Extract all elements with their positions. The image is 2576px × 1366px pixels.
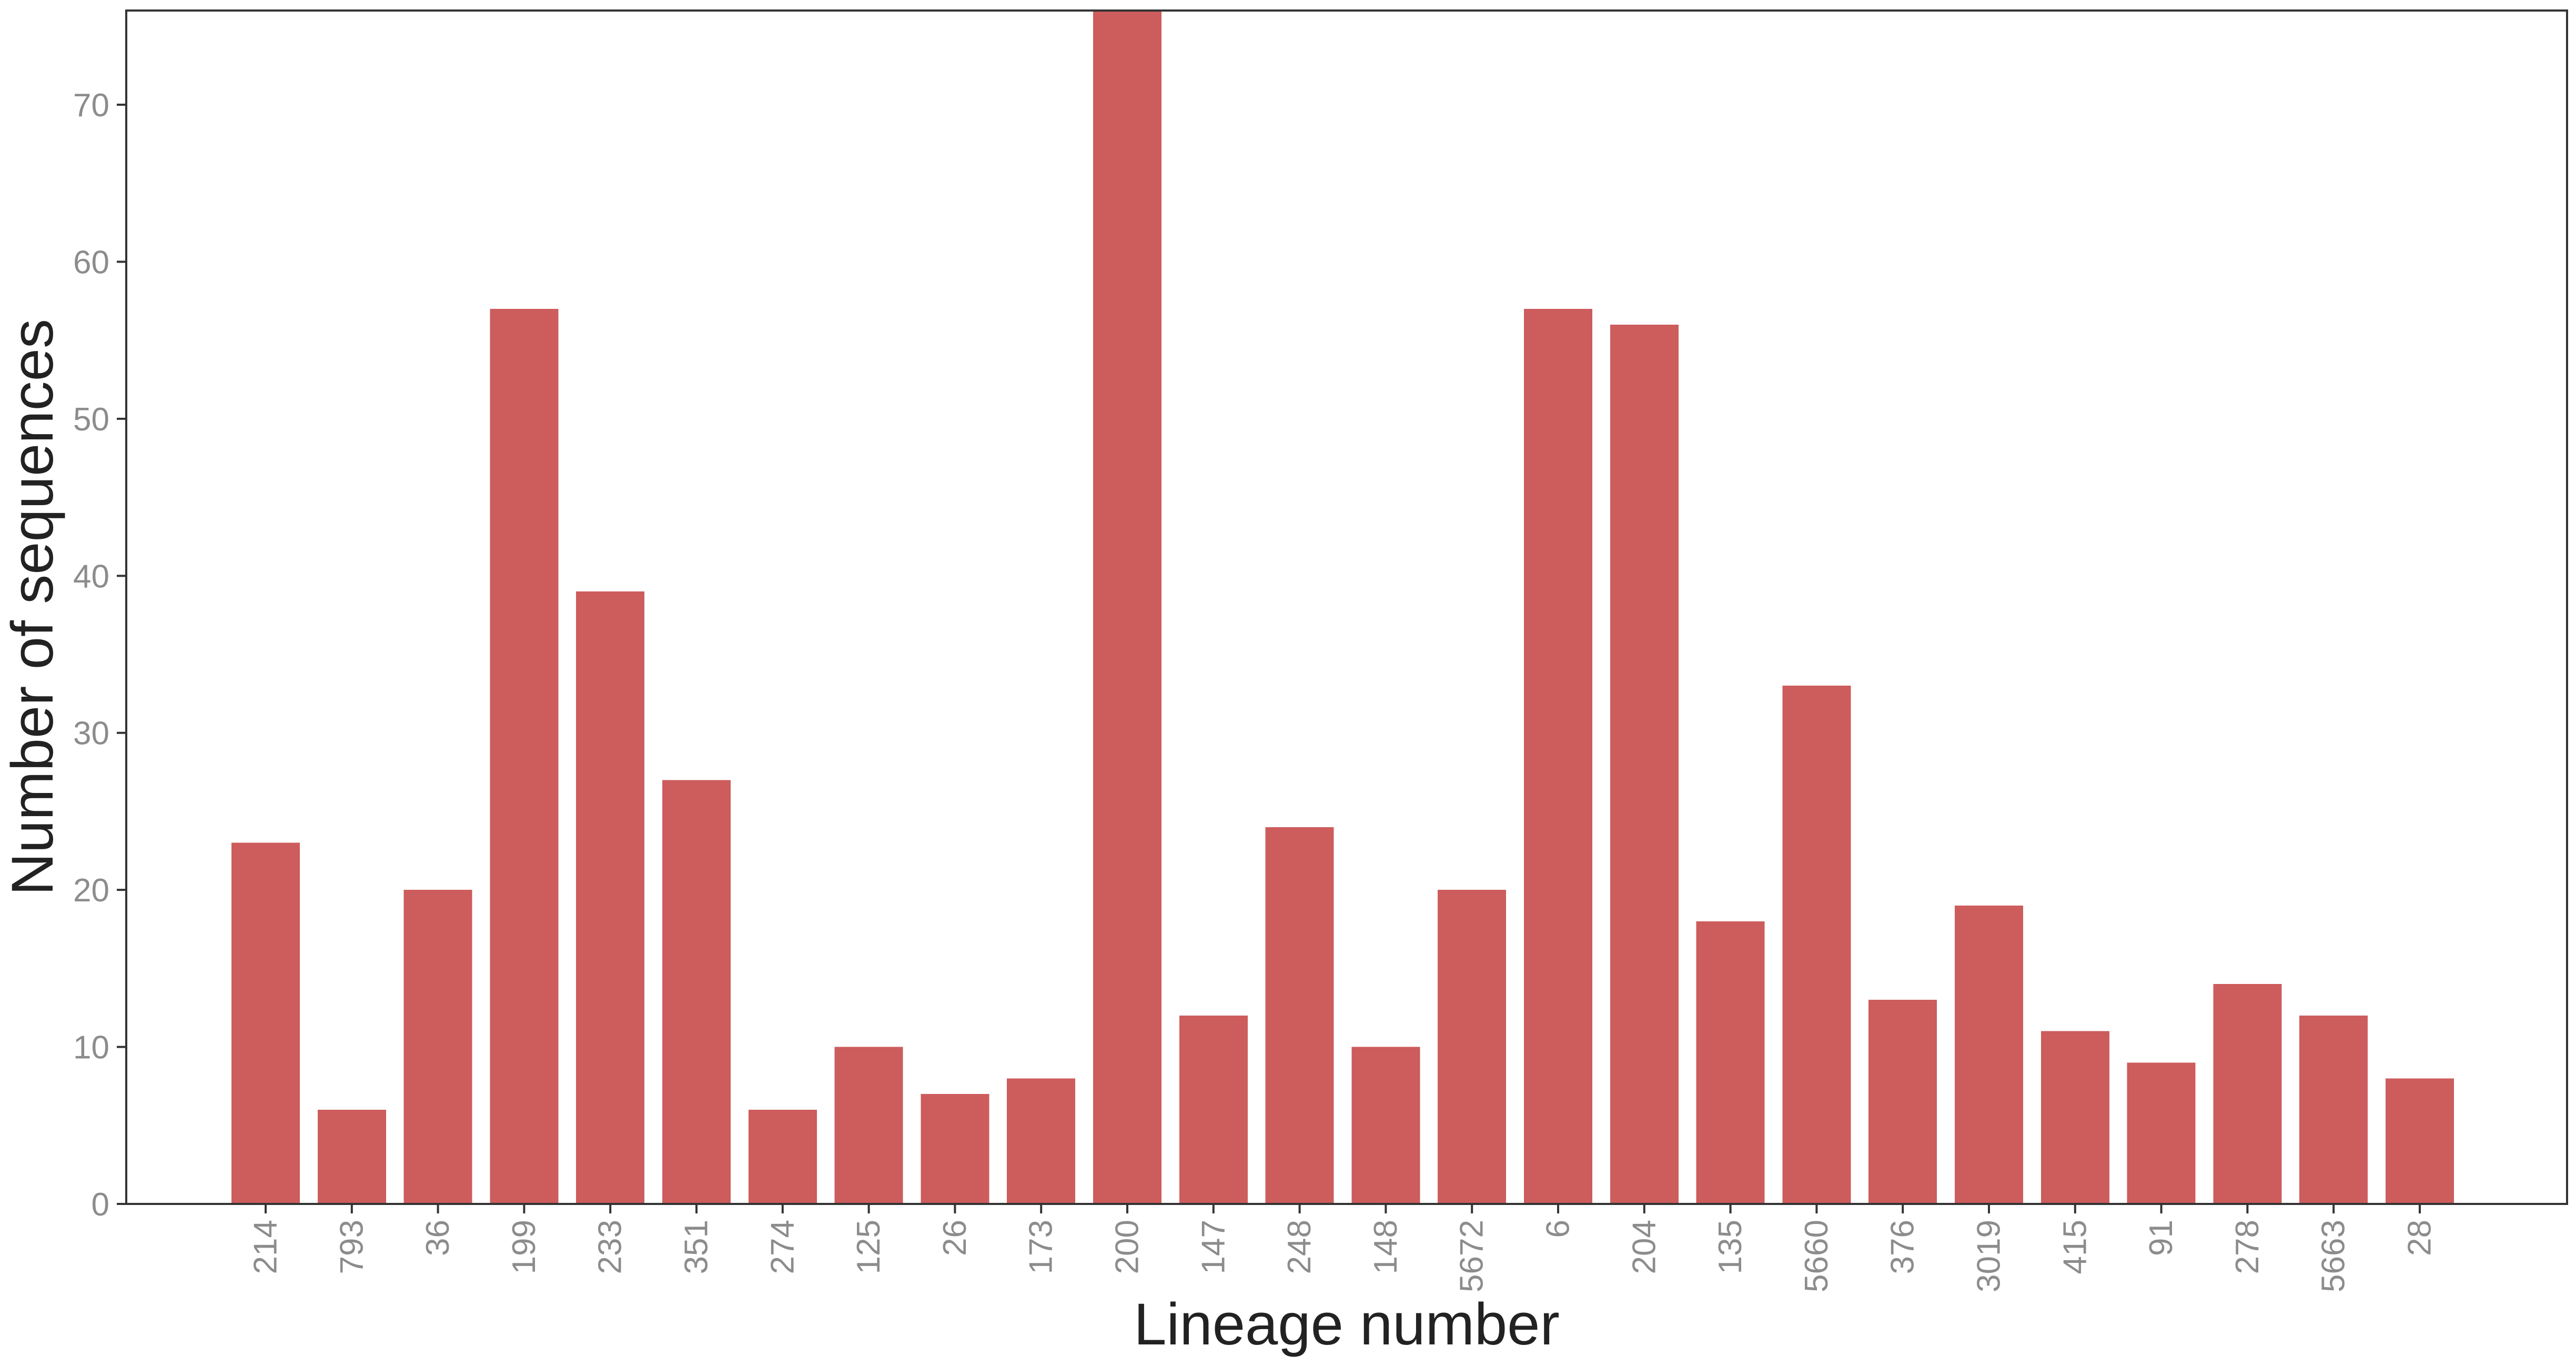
- x-tick-label: 199: [506, 1220, 542, 1274]
- y-tick-label: 30: [73, 716, 109, 752]
- x-tick-label: 6: [1540, 1220, 1577, 1238]
- y-tick-label: 10: [73, 1030, 109, 1066]
- x-tick-label: 415: [2057, 1220, 2093, 1274]
- bar-36: [403, 890, 472, 1204]
- y-tick-label: 0: [92, 1187, 109, 1223]
- y-tick-label: 50: [73, 401, 109, 438]
- bar-376: [1868, 1000, 1937, 1204]
- bar-214: [231, 842, 300, 1204]
- x-tick-label: 274: [764, 1220, 801, 1274]
- x-tick-label: 28: [2402, 1220, 2438, 1256]
- bar-351: [662, 780, 731, 1204]
- x-tick-label: 147: [1195, 1220, 1231, 1274]
- bar-6: [1524, 309, 1592, 1204]
- x-tick-label: 278: [2229, 1220, 2266, 1274]
- bar-28: [2386, 1078, 2454, 1204]
- x-tick-label: 351: [679, 1220, 715, 1274]
- bar-278: [2213, 984, 2282, 1204]
- bar-3019: [1955, 906, 2023, 1204]
- bar-5660: [1782, 686, 1851, 1204]
- bar-135: [1696, 921, 1765, 1204]
- x-tick-label: 173: [1023, 1220, 1059, 1274]
- bar-204: [1610, 324, 1679, 1204]
- x-tick-label: 148: [1368, 1220, 1404, 1274]
- y-tick-label: 40: [73, 558, 109, 595]
- bar-5663: [2299, 1015, 2368, 1204]
- bar-91: [2127, 1062, 2196, 1204]
- x-tick-label: 200: [1109, 1220, 1146, 1274]
- bar-793: [317, 1109, 386, 1204]
- bar-173: [1007, 1078, 1076, 1204]
- x-tick-label: 3019: [1971, 1220, 2007, 1292]
- bar-148: [1351, 1047, 1420, 1204]
- bar-26: [921, 1094, 989, 1204]
- x-tick-label: 204: [1626, 1220, 1662, 1274]
- x-tick-label: 26: [937, 1220, 973, 1256]
- x-tick-label: 793: [334, 1220, 370, 1274]
- x-tick-label: 5660: [1799, 1220, 1835, 1292]
- x-axis-title: Lineage number: [1134, 1291, 1559, 1357]
- x-axis: 214 793 36 199 233 351 274 125 26 173 200 147 248 148…: [248, 1204, 2438, 1292]
- bars-layer: [231, 11, 2454, 1204]
- y-tick-label: 60: [73, 244, 109, 280]
- y-axis: 0 10 20 30 40 50 60 70: [73, 87, 126, 1223]
- bar-248: [1265, 827, 1334, 1204]
- plot-frame: [125, 9, 2568, 1205]
- bar-147: [1179, 1015, 1248, 1204]
- x-tick-label: 125: [851, 1220, 887, 1274]
- bar-233: [576, 591, 645, 1204]
- y-tick-label: 20: [73, 872, 109, 909]
- y-tick-label: 70: [73, 87, 109, 124]
- bar-5672: [1438, 890, 1507, 1204]
- bar-415: [2040, 1031, 2109, 1204]
- y-axis-title: Number of sequences: [0, 319, 65, 896]
- x-tick-label: 233: [592, 1220, 629, 1274]
- x-tick-label: 376: [1885, 1220, 1921, 1274]
- x-tick-label: 91: [2143, 1220, 2179, 1256]
- x-tick-label: 248: [1281, 1220, 1318, 1274]
- x-tick-label: 5672: [1454, 1220, 1490, 1292]
- x-tick-label: 135: [1712, 1220, 1749, 1274]
- x-tick-label: 36: [420, 1220, 456, 1256]
- bar-125: [834, 1047, 903, 1204]
- x-tick-label: 214: [248, 1220, 284, 1274]
- bar-274: [748, 1109, 817, 1204]
- bar-199: [490, 309, 559, 1204]
- x-tick-label: 5663: [2316, 1220, 2352, 1292]
- bar-200: [1093, 11, 1161, 1204]
